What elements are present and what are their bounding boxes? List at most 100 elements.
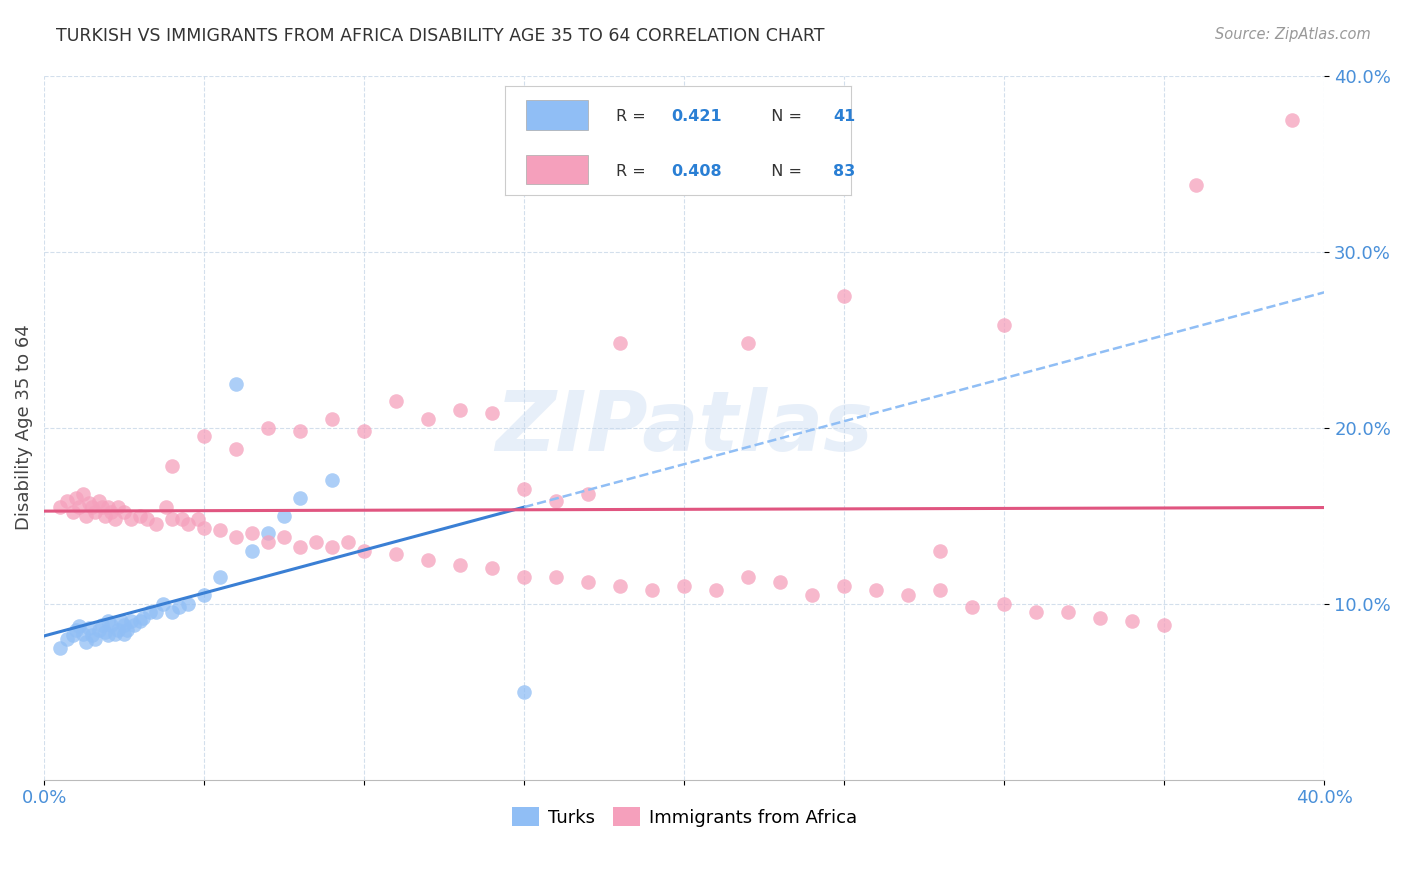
Point	[84, 632, 107, 646]
Point	[120, 614, 142, 628]
Point	[94, 624, 117, 639]
Point	[145, 517, 167, 532]
Point	[117, 623, 139, 637]
Point	[546, 494, 568, 508]
Point	[832, 288, 855, 302]
Point	[673, 579, 696, 593]
Point	[353, 543, 375, 558]
Point	[122, 617, 145, 632]
Point	[962, 600, 984, 615]
Point	[77, 496, 100, 510]
Point	[110, 614, 132, 628]
Point	[225, 442, 247, 456]
Point	[84, 505, 107, 519]
Point	[225, 376, 247, 391]
Point	[138, 606, 160, 620]
Point	[576, 575, 599, 590]
Point	[160, 512, 183, 526]
Point	[132, 610, 155, 624]
Point	[609, 579, 631, 593]
Point	[97, 614, 120, 628]
Point	[100, 505, 122, 519]
Point	[513, 684, 536, 698]
Point	[187, 512, 209, 526]
Point	[1090, 610, 1112, 624]
Point	[897, 588, 920, 602]
Legend: Turks, Immigrants from Africa: Turks, Immigrants from Africa	[505, 800, 865, 834]
Point	[288, 491, 311, 505]
Point	[257, 526, 280, 541]
Point	[1057, 606, 1080, 620]
Point	[832, 579, 855, 593]
Point	[305, 535, 328, 549]
Point	[55, 632, 77, 646]
Point	[418, 552, 440, 566]
Y-axis label: Disability Age 35 to 64: Disability Age 35 to 64	[15, 325, 32, 531]
Point	[135, 512, 157, 526]
Point	[120, 512, 142, 526]
Point	[90, 500, 112, 514]
Point	[209, 570, 232, 584]
Point	[288, 541, 311, 555]
Point	[49, 640, 72, 655]
Point	[193, 429, 215, 443]
Text: Source: ZipAtlas.com: Source: ZipAtlas.com	[1215, 27, 1371, 42]
Point	[65, 623, 87, 637]
Point	[67, 619, 90, 633]
Point	[177, 517, 200, 532]
Point	[97, 628, 120, 642]
Point	[481, 561, 503, 575]
Point	[704, 582, 727, 597]
Point	[177, 597, 200, 611]
Point	[82, 628, 104, 642]
Point	[55, 494, 77, 508]
Point	[801, 588, 824, 602]
Point	[1185, 178, 1208, 192]
Point	[170, 512, 193, 526]
Point	[288, 424, 311, 438]
Point	[385, 394, 408, 409]
Point	[1121, 614, 1143, 628]
Point	[641, 582, 664, 597]
Point	[193, 521, 215, 535]
Point	[337, 535, 360, 549]
Point	[209, 523, 232, 537]
Point	[87, 623, 110, 637]
Point	[62, 628, 84, 642]
Point	[737, 336, 759, 351]
Point	[160, 606, 183, 620]
Point	[100, 617, 122, 632]
Point	[167, 600, 190, 615]
Point	[449, 403, 471, 417]
Point	[129, 614, 152, 628]
Point	[385, 547, 408, 561]
Point	[72, 626, 94, 640]
Point	[1025, 606, 1047, 620]
Point	[257, 535, 280, 549]
Point	[240, 526, 263, 541]
Point	[193, 588, 215, 602]
Point	[87, 494, 110, 508]
Text: TURKISH VS IMMIGRANTS FROM AFRICA DISABILITY AGE 35 TO 64 CORRELATION CHART: TURKISH VS IMMIGRANTS FROM AFRICA DISABI…	[56, 27, 825, 45]
Point	[107, 500, 129, 514]
Point	[321, 411, 343, 425]
Point	[77, 621, 100, 635]
Point	[321, 541, 343, 555]
Point	[865, 582, 887, 597]
Point	[929, 543, 952, 558]
Point	[160, 459, 183, 474]
Point	[129, 508, 152, 523]
Point	[103, 626, 125, 640]
Point	[1281, 112, 1303, 127]
Point	[112, 617, 135, 632]
Point	[449, 558, 471, 572]
Point	[929, 582, 952, 597]
Point	[993, 597, 1015, 611]
Point	[90, 617, 112, 632]
Point	[75, 635, 97, 649]
Point	[321, 474, 343, 488]
Point	[993, 318, 1015, 333]
Point	[107, 623, 129, 637]
Point	[546, 570, 568, 584]
Point	[1153, 617, 1175, 632]
